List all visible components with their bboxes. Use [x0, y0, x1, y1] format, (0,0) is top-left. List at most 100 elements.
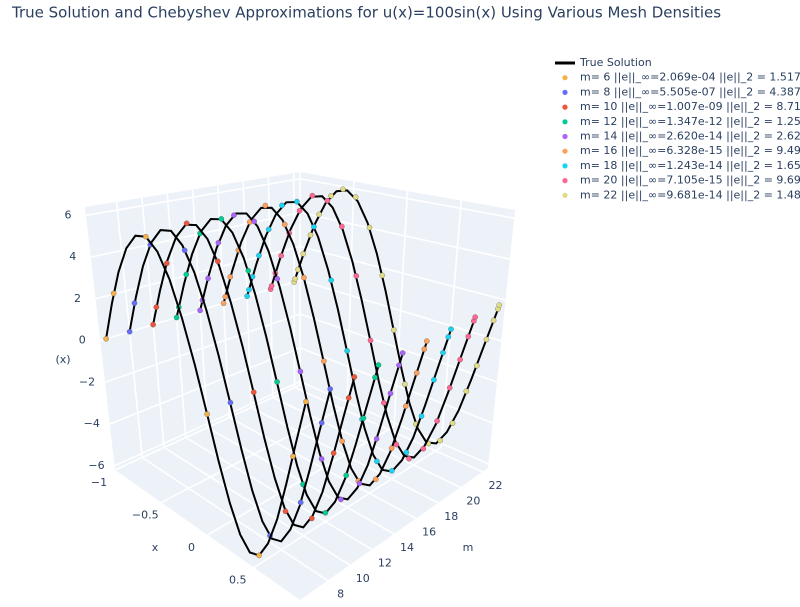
legend-label: True Solution: [579, 56, 652, 69]
chebyshev-point: [300, 251, 306, 257]
z-tick-label: −4: [84, 417, 100, 430]
chebyshev-point: [197, 307, 203, 314]
z-tick-label: −6: [88, 459, 104, 472]
legend-label: m= 16 ||e||_∞=6.328e-15 ||e||_2 = 9.498e…: [580, 144, 800, 157]
chebyshev-point: [353, 273, 360, 279]
legend-marker: [562, 163, 568, 169]
grid-line: [114, 380, 301, 467]
chebyshev-point: [381, 400, 387, 406]
x-tick-label: −1: [91, 476, 107, 489]
m-tick-label: 20: [466, 494, 480, 507]
back-wall: [300, 172, 515, 468]
legend-label: m= 8 ||e||_∞=5.505e-07 ||e||_2 = 4.387e-…: [580, 85, 800, 98]
m-tick-label: 22: [488, 479, 502, 492]
grid-line: [109, 347, 301, 425]
chebyshev-point: [309, 515, 315, 522]
chebyshev-point: [344, 348, 350, 354]
chebyshev-point: [465, 333, 472, 340]
chebyshev-point: [215, 239, 222, 246]
chebyshev-point: [222, 293, 229, 300]
m-tick-label: 14: [400, 541, 414, 554]
m-tick-label: 10: [356, 572, 370, 585]
chebyshev-point: [339, 438, 345, 444]
chebyshev-point: [251, 218, 257, 225]
z-tick-label: −2: [79, 375, 95, 388]
chebyshev-point: [281, 221, 288, 228]
chebyshev-point: [215, 258, 221, 265]
chebyshev-point: [338, 496, 344, 503]
chebyshev-point: [330, 450, 337, 456]
chebyshev-point: [440, 349, 446, 356]
chebyshev-point: [245, 267, 252, 274]
chebyshev-point: [220, 300, 227, 307]
chebyshev-point: [448, 326, 454, 332]
chebyshev-point: [204, 411, 210, 417]
chebyshev-point: [339, 223, 345, 230]
x-axis-title: x: [152, 541, 159, 554]
chebyshev-point: [297, 499, 304, 506]
x-tick-label: 0.5: [229, 574, 247, 587]
chebyshev-point: [292, 276, 298, 282]
chebyshev-point: [279, 202, 285, 209]
chebyshev-point: [367, 337, 374, 344]
chebyshev-point: [318, 420, 325, 426]
z-tick-label: 2: [74, 292, 81, 305]
grid-line: [440, 200, 463, 448]
chebyshev-point: [379, 272, 385, 279]
x-tick-label: −0.5: [132, 509, 159, 522]
chebyshev-point: [327, 386, 333, 392]
z-tick-label: 6: [64, 208, 71, 221]
chebyshev-point: [328, 277, 334, 283]
chebyshev-point: [268, 283, 275, 289]
legend-marker: [562, 75, 568, 81]
chebyshev-point: [274, 276, 281, 282]
grid-line: [250, 406, 439, 504]
chebyshev-point: [126, 328, 133, 335]
legend-marker: [562, 133, 568, 140]
chebyshev-point: [256, 252, 262, 259]
grid-line: [85, 178, 301, 217]
chebyshev-point: [403, 449, 410, 456]
chebyshev-point: [318, 456, 325, 462]
m-tick-label: 12: [378, 557, 392, 570]
chebyshev-point: [173, 314, 180, 321]
chebyshev-point: [265, 226, 272, 233]
chebyshev-point: [181, 247, 188, 254]
chebyshev-point: [262, 202, 269, 209]
chebyshev-point: [250, 389, 257, 395]
grid-line: [299, 313, 498, 383]
legend-marker: [562, 178, 568, 184]
chebyshev-point: [396, 362, 402, 368]
chebyshev-point: [449, 420, 456, 426]
grid-line: [299, 211, 511, 260]
grid-line: [207, 426, 395, 535]
m-axis-title: m: [463, 541, 474, 554]
chart-title: True Solution and Chebyshev Approximatio…: [11, 4, 721, 22]
z-axis-title: (x): [55, 353, 70, 366]
chebyshev-point: [446, 385, 453, 391]
chebyshev-point: [282, 508, 289, 515]
grid-line: [95, 245, 301, 300]
legend-label: m= 20 ||e||_∞=7.105e-15 ||e||_2 = 9.692e…: [580, 174, 800, 187]
chebyshev-point: [418, 413, 425, 419]
chebyshev-point: [402, 403, 409, 409]
legend-marker: [562, 119, 568, 125]
chebyshev-point: [227, 399, 234, 406]
legend-label: m= 6 ||e||_∞=2.069e-04 ||e||_2 = 1.517e-…: [580, 71, 800, 84]
chebyshev-point: [374, 458, 380, 465]
legend-label: m= 12 ||e||_∞=1.347e-12 ||e||_2 = 1.252e…: [580, 115, 800, 128]
chebyshev-point: [324, 197, 331, 204]
chebyshev-point: [421, 346, 428, 352]
chebyshev-point: [183, 271, 190, 278]
x-tick-label: 0: [188, 541, 195, 554]
chebyshev-point: [303, 398, 309, 405]
legend-label: m= 18 ||e||_∞=1.243e-14 ||e||_2 = 1.658e…: [580, 159, 800, 172]
chebyshev-point: [294, 198, 300, 205]
grid-line: [104, 313, 301, 384]
chebyshev-point: [345, 395, 352, 401]
chebyshev-point: [301, 274, 307, 281]
chebyshev-point: [307, 232, 314, 238]
scene: −1 −0.5 0 0.5 8 10 12 14 16 18 20 22 −6 −4 −2 0 2 4 6: [64, 172, 515, 601]
chebyshev-point: [445, 334, 452, 340]
chebyshev-point: [103, 336, 109, 342]
